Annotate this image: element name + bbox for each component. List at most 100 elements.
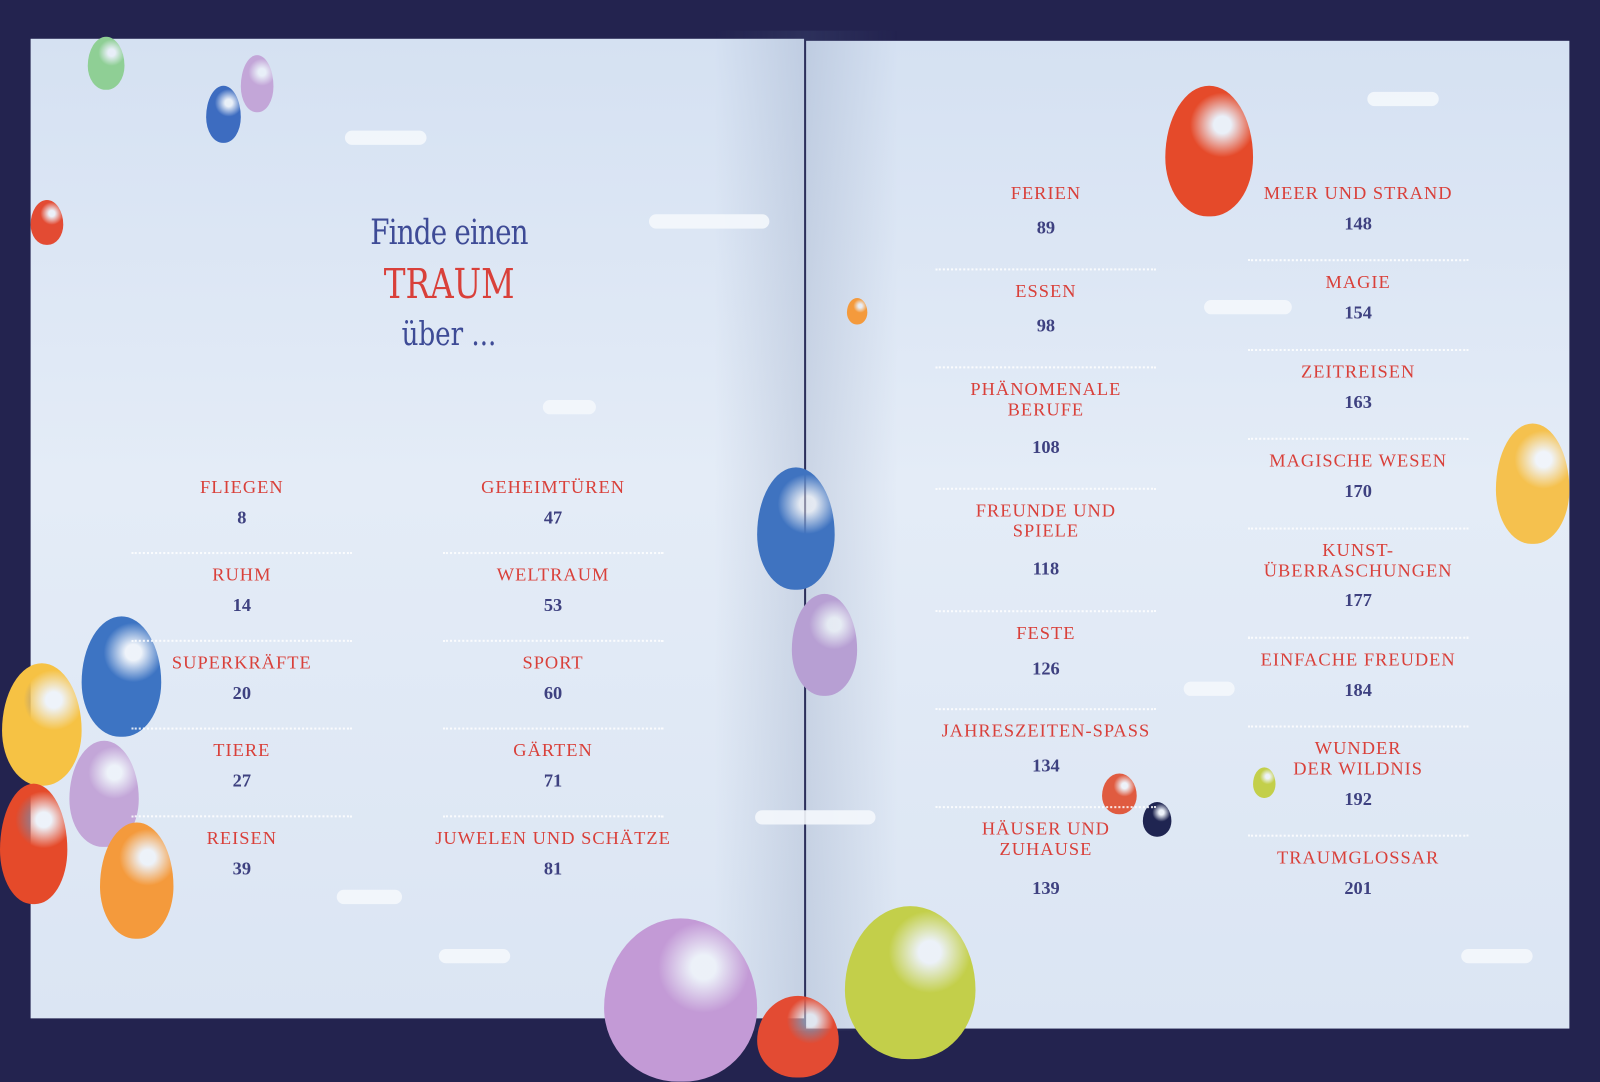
divider	[935, 708, 1157, 716]
toc-entry-page: 163	[1344, 391, 1372, 413]
toc-entry-page: 201	[1344, 877, 1372, 898]
toc-entry-label: EINFACHE FREUDEN	[1260, 648, 1456, 670]
toc-entry-label: MEER UND STRAND	[1263, 182, 1453, 204]
toc-entry: SUPERKRÄFTE 20	[89, 652, 395, 703]
toc-entry-label: SPORT	[522, 652, 584, 673]
balloon-icon	[2, 663, 82, 786]
toc-entry-label: RUHM	[212, 564, 272, 585]
balloon-icon	[240, 55, 274, 113]
cloud-icon	[755, 810, 876, 825]
toc-entry-page: 148	[1344, 213, 1372, 234]
toc-entry: JUWELEN UND SCHÄTZE 81	[400, 827, 706, 879]
toc-entry-page: 39	[232, 858, 252, 879]
toc-entry-label: PHÄNOMENALE BERUFE	[970, 378, 1122, 420]
divider	[131, 727, 353, 736]
balloon-icon	[1495, 423, 1570, 544]
balloon-icon	[604, 918, 758, 1082]
balloon-icon	[206, 85, 241, 143]
toc-entry: GEHEIMTÜREN 47	[400, 477, 706, 528]
toc-entry: JAHRESZEITEN-SPASS 134	[893, 720, 1199, 775]
toc-entry: FREUNDE UND SPIELE 118	[893, 500, 1199, 579]
divider	[131, 815, 353, 823]
divider	[1247, 348, 1469, 357]
cloud-icon	[648, 214, 770, 229]
toc-entry-page: 139	[1032, 877, 1060, 898]
toc-entry: GÄRTEN 71	[400, 739, 706, 791]
toc-entry-page: 20	[232, 682, 252, 704]
divider	[1247, 636, 1469, 645]
toc-entry: FERIEN 89	[893, 183, 1199, 238]
toc-entry: ESSEN 98	[893, 280, 1199, 336]
divider	[131, 552, 353, 560]
toc-entry: WELTRAUM 53	[400, 564, 706, 615]
divider	[935, 806, 1157, 814]
toc-entry: TRAUMGLOSSAR 201	[1205, 846, 1511, 898]
toc-entry-label: JAHRESZEITEN-SPASS	[941, 720, 1151, 741]
balloon-icon	[1165, 85, 1254, 217]
toc-entry-label: WELTRAUM	[496, 564, 610, 585]
toc-entry-label: HÄUSER UND ZUHAUSE	[981, 818, 1110, 860]
toc-entry-label: TRAUMGLOSSAR	[1277, 846, 1440, 868]
balloon-icon	[757, 995, 839, 1078]
heading-line1: Finde einen	[370, 212, 528, 254]
heading-line2: TRAUM über ...	[306, 261, 592, 355]
divider	[1247, 834, 1469, 843]
balloon-icon	[846, 297, 868, 325]
divider	[1247, 259, 1469, 267]
balloon-icon	[81, 616, 162, 737]
toc-entry-page: 98	[1036, 315, 1056, 336]
divider	[935, 487, 1157, 496]
cloud-icon	[344, 130, 427, 145]
toc-entry-label: TIERE	[213, 739, 271, 761]
balloon-icon	[757, 467, 835, 590]
cloud-icon	[1367, 91, 1439, 107]
divider	[935, 610, 1157, 618]
toc-entry-page: 126	[1032, 658, 1060, 679]
cloud-icon	[438, 948, 511, 964]
cloud-icon	[1183, 681, 1235, 696]
toc-entry: TIERE 27	[89, 739, 395, 791]
toc-entry-label: ZEITREISEN	[1301, 361, 1416, 382]
divider	[1247, 527, 1469, 536]
divider	[442, 552, 664, 560]
toc-entry-page: 8	[237, 507, 247, 528]
toc-entry-page: 134	[1032, 755, 1060, 776]
divider	[442, 727, 664, 736]
cloud-icon	[1461, 948, 1533, 964]
balloon-icon	[791, 593, 858, 696]
toc-entry-page: 89	[1036, 217, 1056, 238]
heading-rest: über ...	[401, 314, 497, 354]
toc-entry: WUNDER DER WILDNIS 192	[1205, 738, 1511, 809]
toc-entry-page: 170	[1344, 480, 1372, 502]
toc-entry: PHÄNOMENALE BERUFE 108	[893, 378, 1199, 458]
toc-entry-page: 177	[1344, 589, 1372, 611]
toc-entry: SPORT 60	[400, 652, 706, 703]
divider	[1247, 437, 1469, 446]
toc-entry: RUHM 14	[89, 564, 395, 615]
balloon-icon	[99, 822, 174, 939]
toc-entry: MAGIE 154	[1205, 271, 1511, 322]
toc-entry-page: 118	[1032, 558, 1060, 579]
cloud-icon	[1204, 299, 1292, 315]
balloon-icon	[30, 199, 64, 245]
toc-entry: FESTE 126	[893, 622, 1199, 678]
toc-entry: EINFACHE FREUDEN 184	[1205, 648, 1511, 700]
divider	[131, 639, 353, 648]
divider	[442, 815, 664, 823]
toc-entry-page: 60	[543, 682, 563, 704]
toc-entry-label: ESSEN	[1015, 280, 1077, 302]
cloud-icon	[336, 889, 403, 905]
balloon-icon	[87, 36, 125, 90]
toc-entry-page: 14	[232, 594, 252, 616]
toc-entry-page: 81	[543, 858, 563, 879]
toc-entry-label: JUWELEN UND SCHÄTZE	[435, 827, 671, 848]
balloon-icon	[844, 906, 976, 1060]
toc-entry-label: GÄRTEN	[513, 739, 593, 761]
toc-entry: MEER UND STRAND 148	[1205, 182, 1511, 234]
cloud-icon	[542, 399, 596, 415]
toc-entry: KUNST- ÜBERRASCHUNGEN 177	[1205, 539, 1511, 610]
toc-entry-label: KUNST- ÜBERRASCHUNGEN	[1263, 539, 1453, 581]
divider	[935, 268, 1157, 276]
toc-entry-label: MAGIE	[1325, 271, 1391, 292]
toc-entry-label: REISEN	[206, 827, 278, 848]
